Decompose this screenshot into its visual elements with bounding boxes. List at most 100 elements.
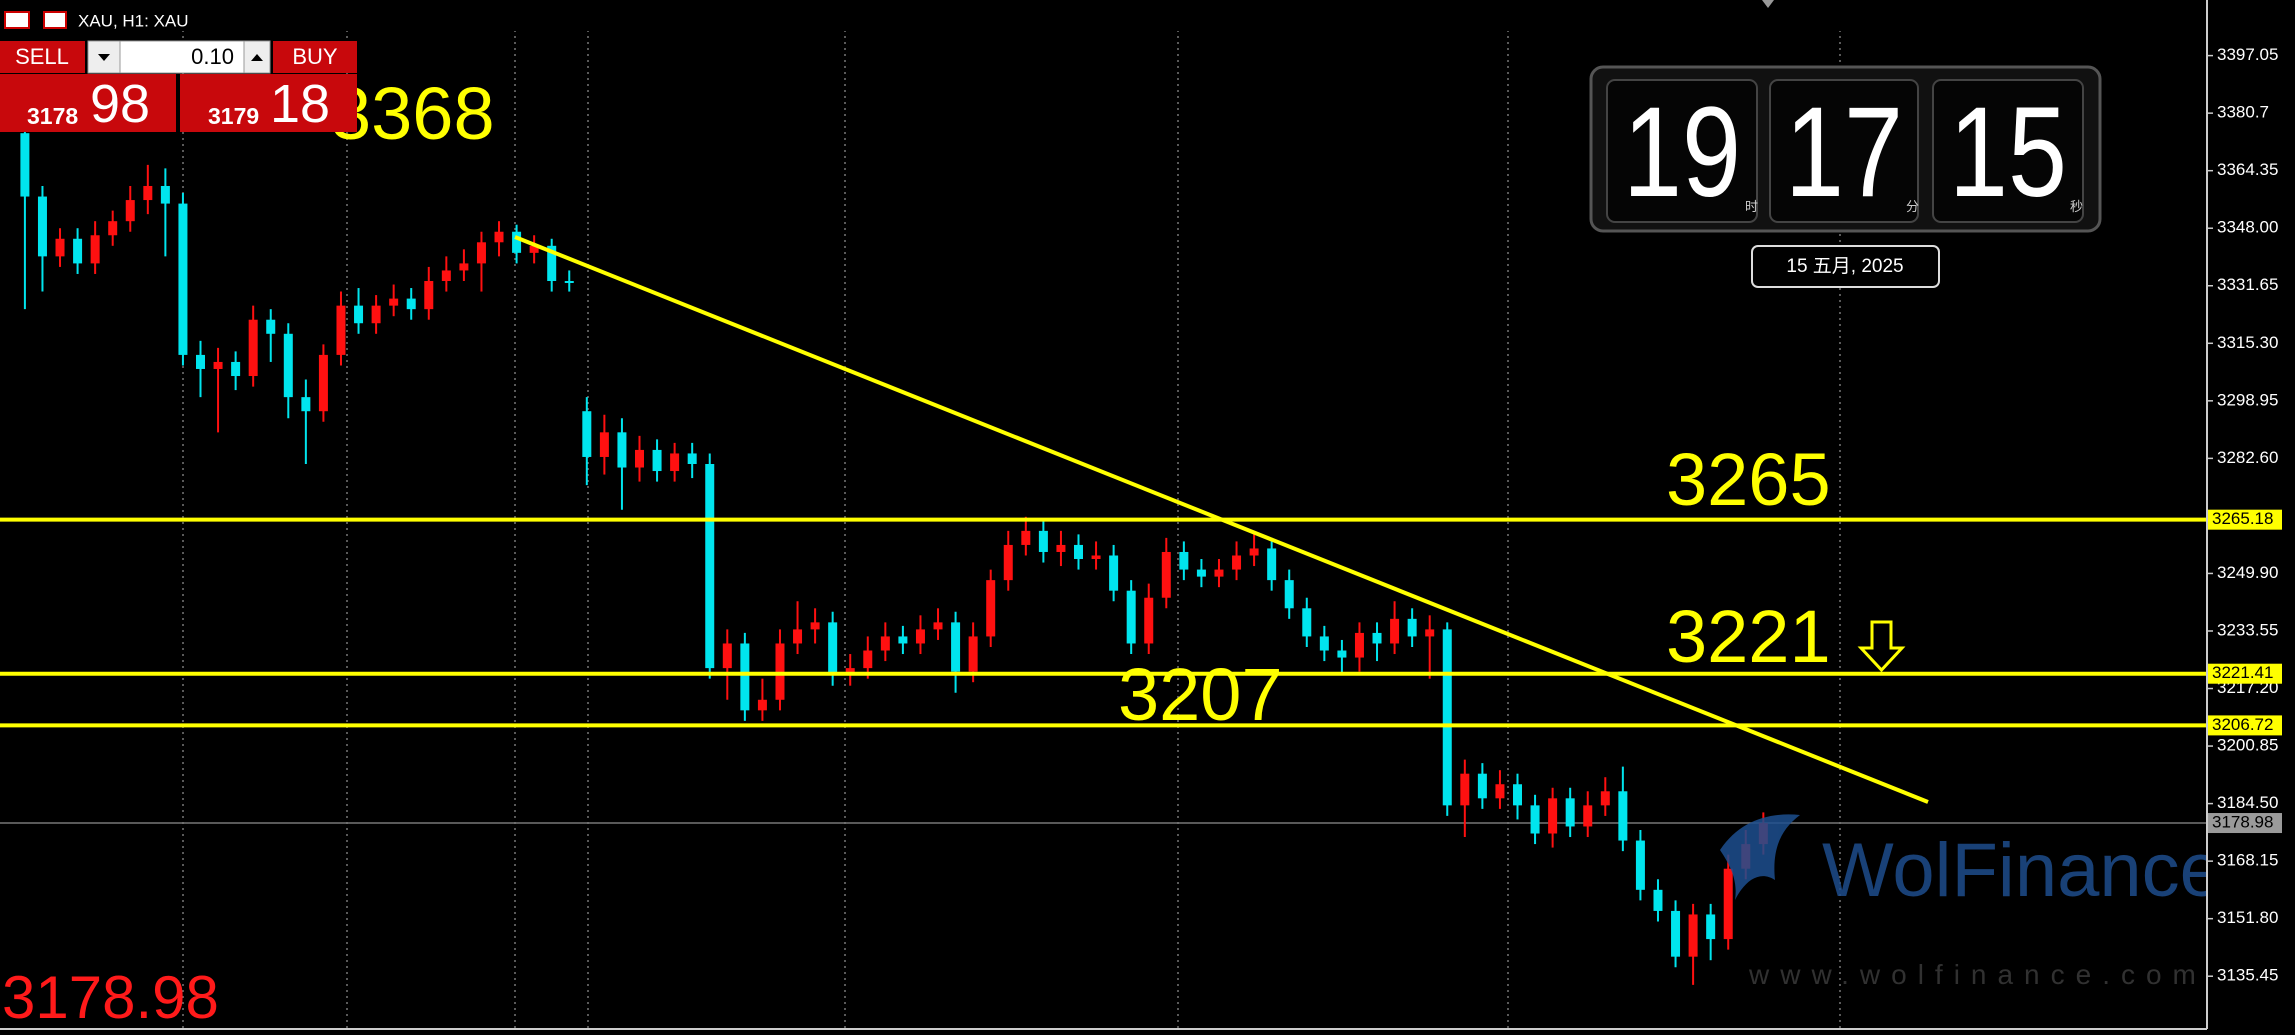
candle-body <box>1319 636 1329 651</box>
candle-body <box>1179 551 1189 570</box>
candle-body <box>722 643 732 669</box>
lots-value: 0.10 <box>191 44 234 69</box>
candle-body <box>1583 805 1593 827</box>
candle-body <box>635 449 644 468</box>
arrow-down <box>98 54 110 61</box>
candle-body <box>371 305 381 324</box>
candle-body <box>1706 914 1716 940</box>
level-label: 3265.18 <box>2212 509 2273 528</box>
clock-cell <box>1769 79 1919 223</box>
candle-body <box>406 298 416 310</box>
candle-body <box>1126 590 1136 644</box>
candle-body <box>1196 569 1206 577</box>
candle-body <box>915 629 925 644</box>
candle-body <box>459 263 469 271</box>
y-tick-label: 3200.85 <box>2217 736 2278 755</box>
candle-body <box>318 354 328 412</box>
y-tick-label: 3380.7 <box>2217 103 2269 122</box>
candle-body <box>810 622 820 630</box>
buy-label: BUY <box>292 44 338 69</box>
candle-body <box>547 245 557 282</box>
candle-body <box>1284 580 1294 609</box>
level-label-bg <box>2208 509 2282 530</box>
candle-body <box>143 185 153 201</box>
annotation: 3221 <box>1666 595 1831 678</box>
candle-body <box>986 580 996 637</box>
down-arrow <box>1857 620 1906 673</box>
candle-body <box>1056 544 1066 552</box>
candle-body <box>564 281 574 284</box>
icon <box>43 11 67 29</box>
candle-body <box>687 453 697 465</box>
candle-body <box>898 636 908 644</box>
watermark-logo <box>1720 814 1800 900</box>
watermark-brand: WolFinance <box>1822 828 2222 913</box>
clock-cell <box>1606 79 1758 223</box>
date: 15 五月, 2025 <box>1786 256 1903 277</box>
current-price-label: 3178.98 <box>2212 813 2273 832</box>
y-tick-label: 3397.05 <box>2217 45 2278 64</box>
candle-body <box>248 319 258 377</box>
candle-body <box>108 221 118 236</box>
candle-body <box>652 449 662 472</box>
marker <box>1762 0 1774 8</box>
annotation: 3368 <box>330 72 495 155</box>
candle-body <box>73 238 83 264</box>
candle-body <box>266 319 276 334</box>
y-tick-label: 3151.80 <box>2217 908 2278 927</box>
candle-body <box>213 361 223 369</box>
plot <box>0 122 2207 985</box>
bid-box[interactable] <box>0 74 176 132</box>
candle-body <box>705 464 715 669</box>
symbol: XAU, H1: XAU <box>78 11 189 30</box>
level-label: 3221.41 <box>2212 663 2273 682</box>
candle-body <box>1495 784 1505 799</box>
lots-field[interactable] <box>119 40 245 74</box>
date-box <box>1751 245 1940 288</box>
ask-big: 3179 <box>208 103 259 129</box>
candle-body <box>1425 629 1435 637</box>
y-tick-label: 3168.15 <box>2217 851 2278 870</box>
clock: 19 17 15 时 分 秒 15 五月, 2025 <box>1589 65 2102 288</box>
candle-body <box>196 354 205 369</box>
candle-body <box>1003 544 1013 581</box>
clock-seconds: 15 <box>1949 81 2067 224</box>
candle-body <box>301 397 311 412</box>
bid-small: 98 <box>90 74 150 134</box>
candle-body <box>1109 555 1119 591</box>
ask-box[interactable] <box>180 74 357 132</box>
candle-body <box>1671 910 1681 957</box>
sell-button[interactable] <box>0 41 85 73</box>
candle-body <box>1635 840 1645 890</box>
y-tick-label: 3298.95 <box>2217 390 2278 409</box>
y-tick-label: 3233.55 <box>2217 620 2278 639</box>
trend-line <box>514 235 1929 804</box>
candle-body <box>1600 791 1610 806</box>
clock-unit: 秒 <box>2070 199 2083 214</box>
candle-body <box>1723 868 1733 940</box>
candle-body <box>968 636 978 672</box>
ask-small: 18 <box>270 74 330 134</box>
candle-body <box>512 231 522 253</box>
clock-cell <box>1932 79 2084 223</box>
candle-body <box>1214 569 1224 577</box>
candle-body <box>1372 632 1382 644</box>
y-tick-label: 3249.90 <box>2217 563 2278 582</box>
candle-body <box>90 235 100 264</box>
candle-body <box>582 411 592 457</box>
candle-body <box>933 622 943 630</box>
candle-body <box>863 650 873 669</box>
candle-body <box>1477 773 1487 799</box>
watermark-url: www.wolfinance.com <box>1748 959 2207 990</box>
candle-body <box>1074 544 1083 560</box>
clock-minutes: 17 <box>1785 81 1903 224</box>
candle-body <box>1302 608 1312 637</box>
current-price-label-bg <box>2208 813 2282 834</box>
candle-body <box>1548 798 1558 834</box>
candle-body <box>1618 791 1628 841</box>
buy-button[interactable] <box>273 41 357 73</box>
candle-body <box>880 636 890 651</box>
annotation: 3265 <box>1666 438 1831 521</box>
